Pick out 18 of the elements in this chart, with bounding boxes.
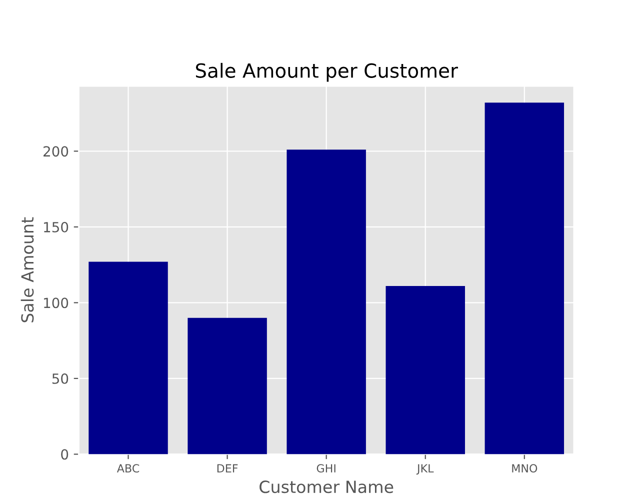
chart-title: Sale Amount per Customer (196, 62, 458, 82)
bar (88, 262, 168, 454)
x-tick-label: MNO (512, 464, 538, 473)
x-tick-label: ABC (116, 464, 140, 473)
y-tick-label: 200 (44, 146, 68, 157)
x-tick-label: GHI (316, 464, 336, 473)
x-tick-label: JKL (416, 464, 434, 475)
y-tick-label: 0 (61, 449, 68, 460)
bar (286, 150, 366, 454)
y-tick-label: 100 (44, 298, 68, 308)
bar (188, 318, 267, 454)
x-axis-title: Customer Name (260, 480, 394, 494)
y-tick-label: 150 (44, 222, 68, 232)
bar (386, 286, 465, 454)
y-axis-title: Sale Amount (20, 217, 34, 322)
bar (484, 102, 564, 454)
y-tick-label: 50 (52, 373, 68, 384)
x-tick-label: DEF (217, 464, 238, 472)
